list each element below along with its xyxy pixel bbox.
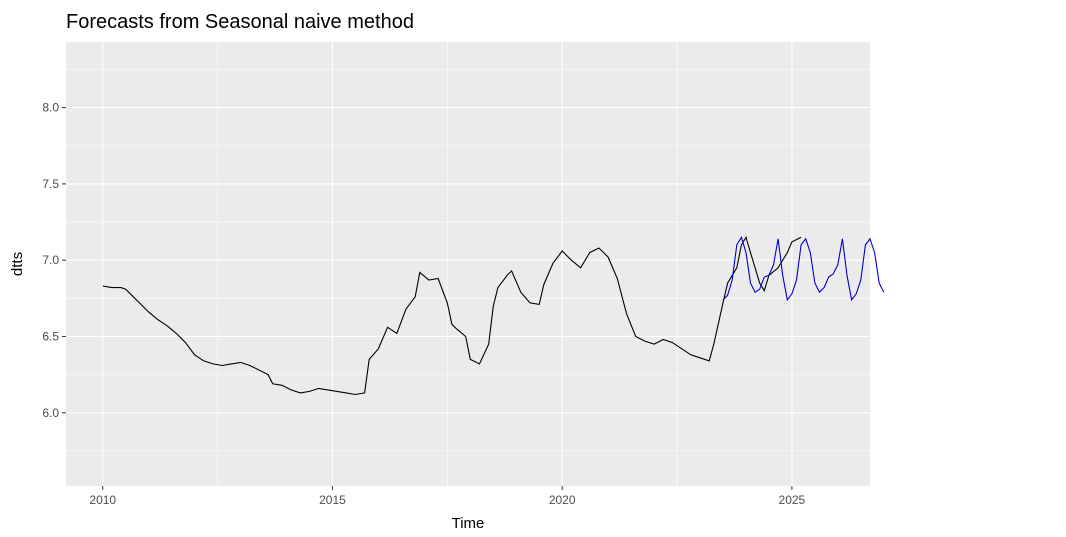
history-line (102, 235, 802, 396)
y-tick-label: 6.5 (42, 329, 59, 343)
chart-title: Forecasts from Seasonal naive method (66, 11, 414, 33)
forecast-line (722, 235, 885, 302)
minor-gridlines (66, 42, 870, 486)
x-axis: 2010 2015 2020 2025 (89, 486, 806, 507)
series-lines (102, 235, 885, 396)
y-tick-label: 6.0 (42, 406, 59, 420)
y-axis: 6.0 6.5 7.0 7.5 8.0 (42, 101, 66, 420)
x-tick-label: 2015 (319, 493, 346, 507)
x-tick-label: 2025 (779, 493, 806, 507)
y-axis-title: dtts (9, 252, 26, 276)
y-tick-label: 7.5 (42, 177, 59, 191)
major-gridlines (66, 42, 870, 486)
y-tick-label: 7.0 (42, 253, 59, 267)
x-tick-label: 2010 (89, 493, 116, 507)
x-tick-label: 2020 (549, 493, 576, 507)
y-tick-label: 8.0 (42, 101, 59, 115)
x-axis-title: Time (452, 515, 485, 532)
plot-panel (66, 42, 870, 486)
